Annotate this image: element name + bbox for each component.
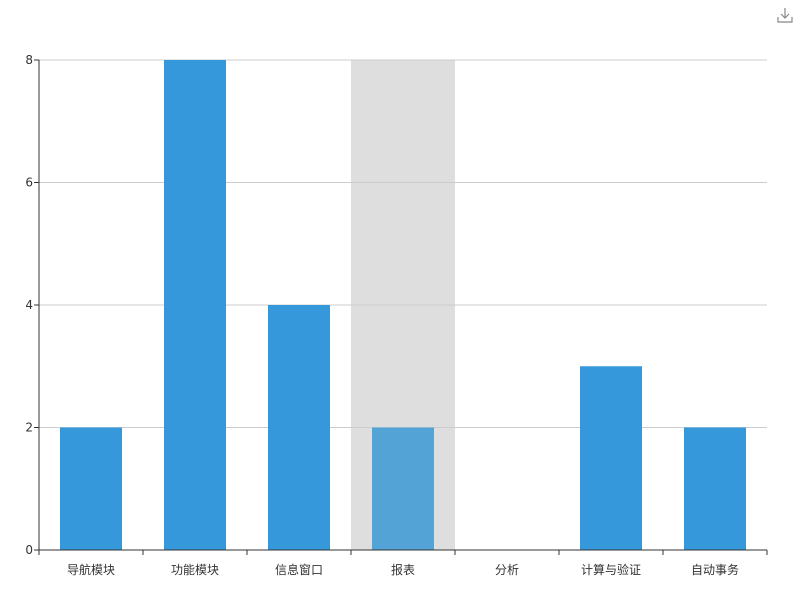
x-category-label: 报表 (391, 562, 415, 577)
bar[interactable] (684, 427, 746, 551)
bar[interactable] (164, 60, 226, 550)
y-tick-label: 8 (25, 53, 33, 67)
bar[interactable] (372, 427, 434, 551)
x-category-label: 信息窗口 (275, 562, 323, 577)
download-icon[interactable] (775, 5, 795, 25)
bar[interactable] (580, 366, 642, 550)
y-tick-label: 4 (25, 298, 33, 312)
y-tick-label: 2 (25, 421, 33, 435)
x-category-label: 自动事务 (691, 562, 739, 577)
x-category-label: 计算与验证 (581, 562, 641, 577)
bar[interactable] (268, 305, 330, 550)
y-tick-label: 6 (25, 176, 33, 190)
x-category-label: 导航模块 (67, 562, 115, 577)
x-category-label: 分析 (495, 563, 519, 577)
bar[interactable] (60, 427, 122, 551)
y-tick-label: 0 (25, 543, 33, 557)
x-category-label: 功能模块 (171, 563, 219, 577)
